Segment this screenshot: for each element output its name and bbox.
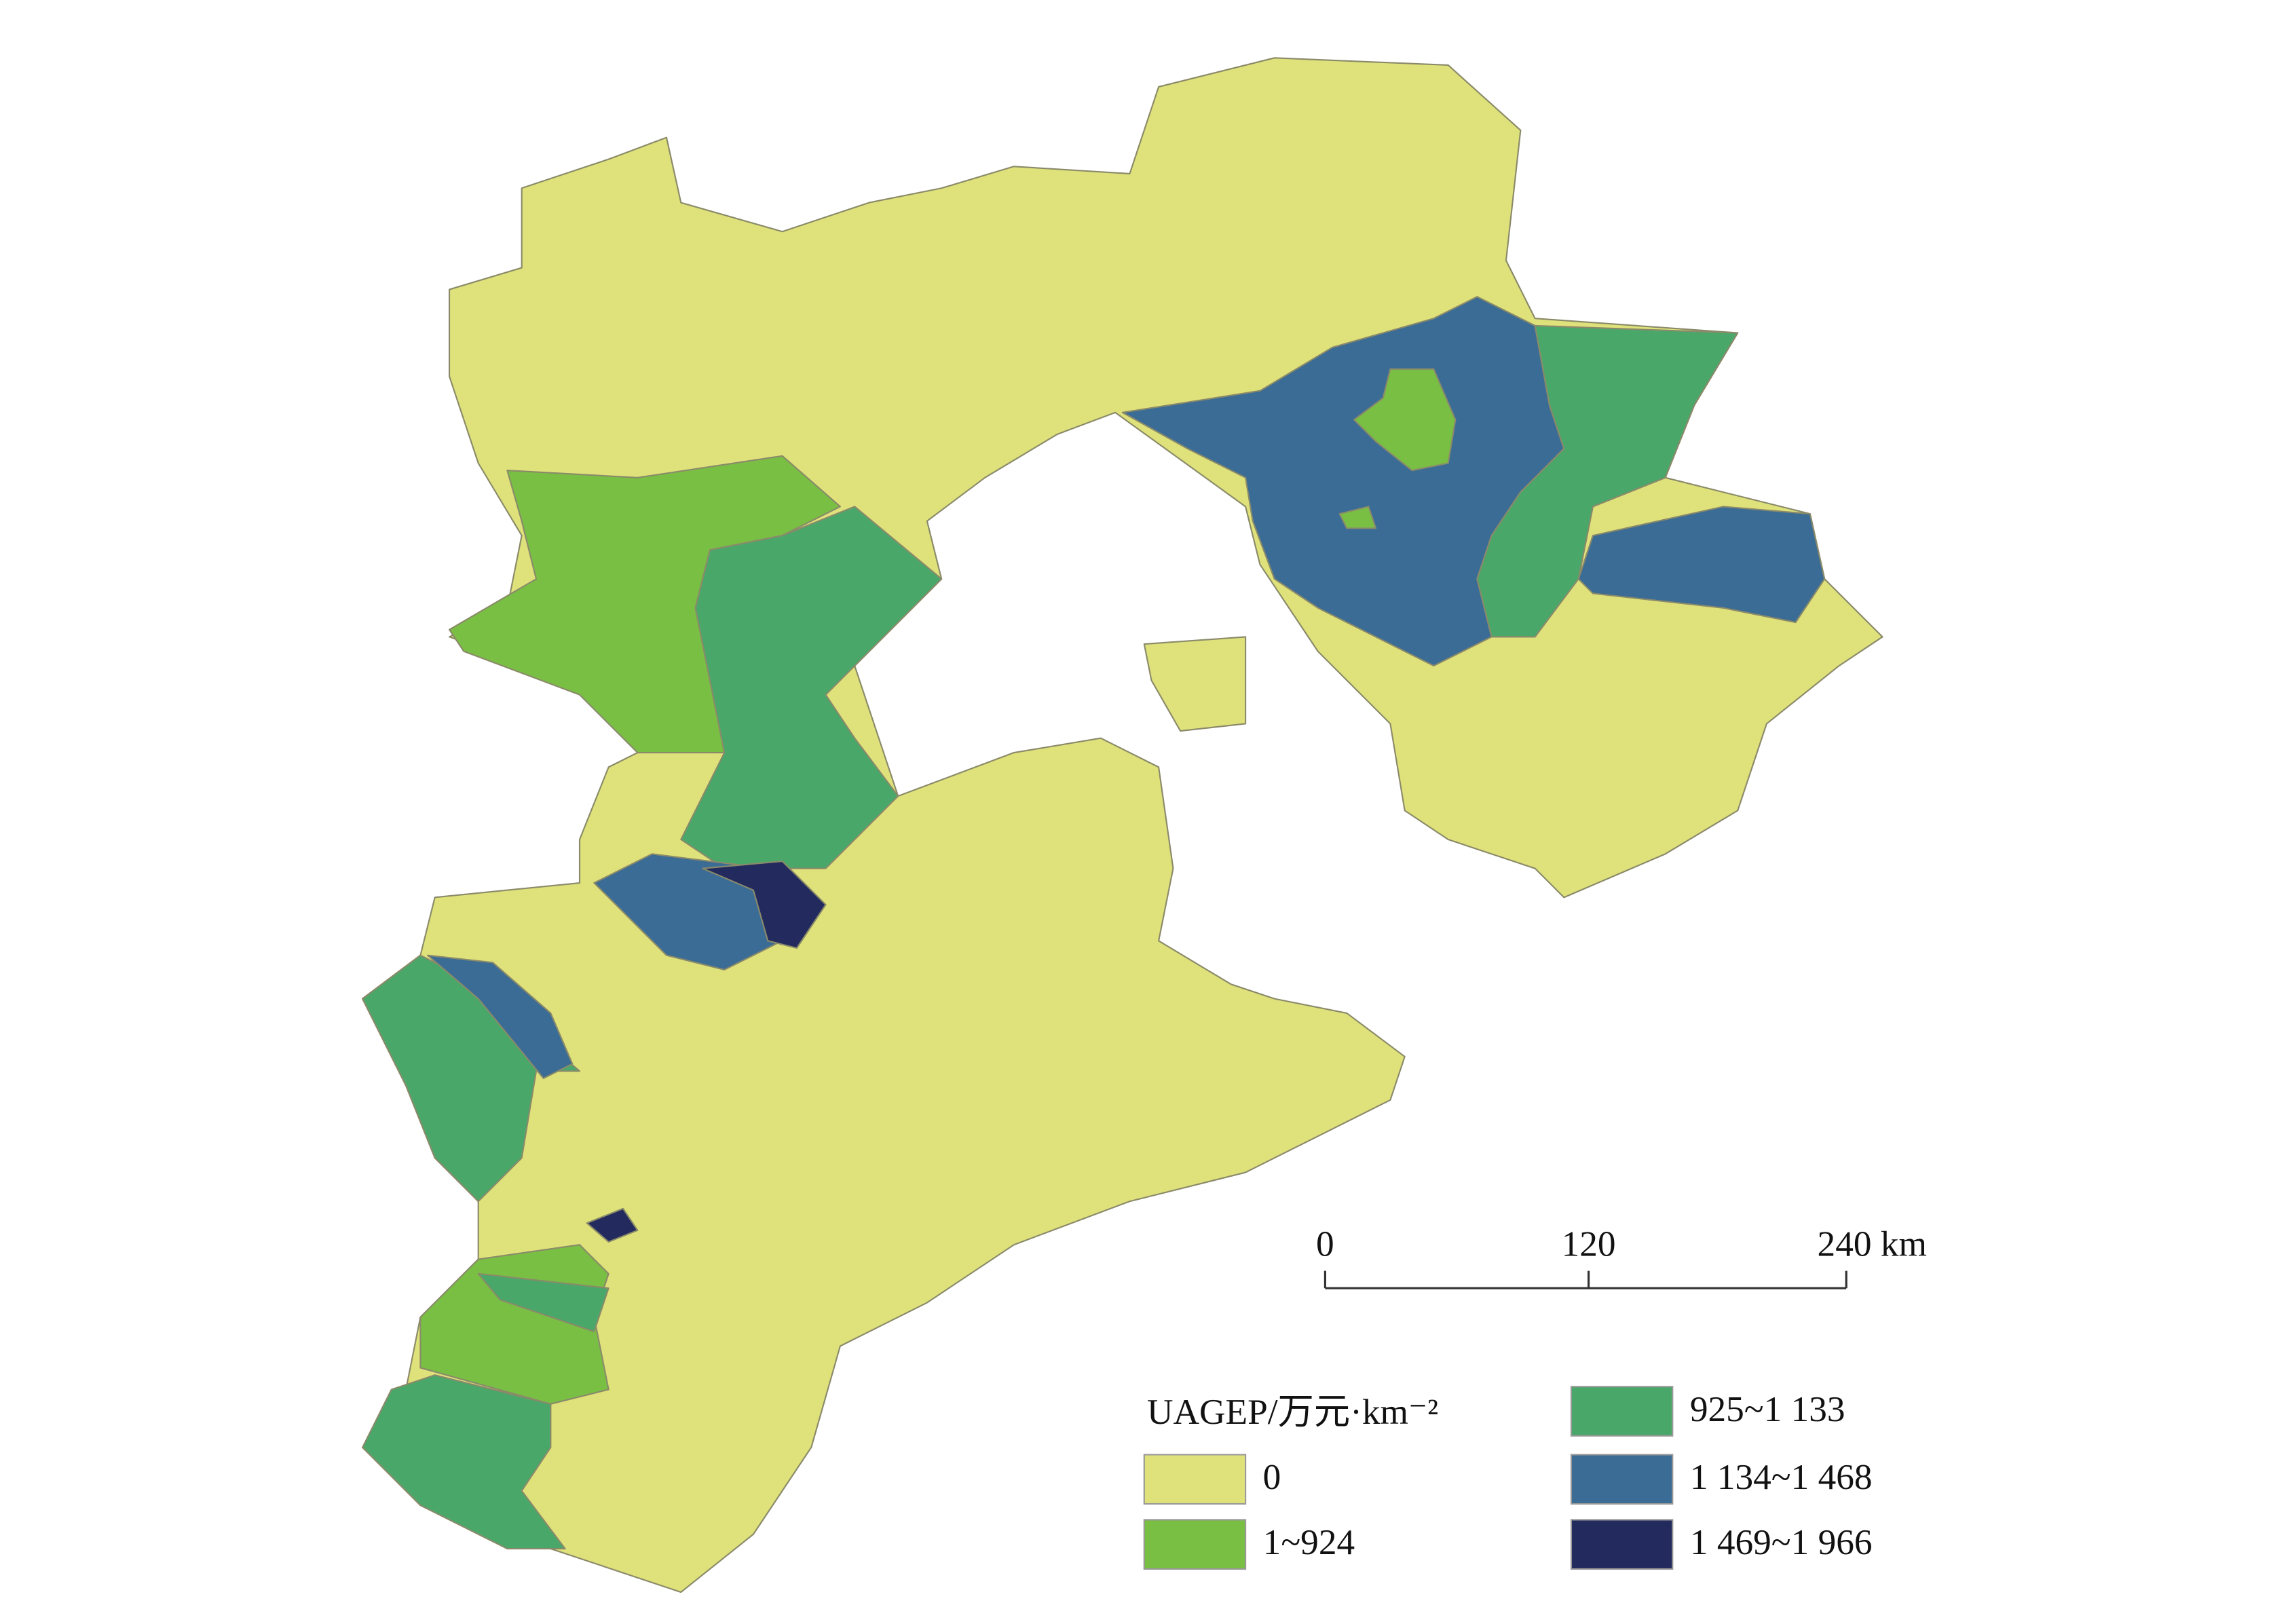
scale-label: 240 km	[1818, 1224, 1927, 1264]
region	[477, 1272, 609, 1333]
legend-label: 1 469~1 966	[1690, 1522, 1873, 1562]
region	[586, 1207, 639, 1243]
regions	[362, 57, 1883, 1593]
legend-swatch	[1570, 1519, 1674, 1570]
legend-label: 1~924	[1263, 1522, 1355, 1562]
legend-swatch	[1570, 1454, 1674, 1505]
region	[680, 506, 943, 869]
region	[426, 954, 574, 1080]
region	[1577, 506, 1826, 624]
legend-label: 1 134~1 468	[1690, 1456, 1873, 1497]
legend-swatch	[1570, 1386, 1674, 1437]
scale-bar	[1324, 1270, 1847, 1289]
region	[1476, 324, 1739, 638]
legend-label: 925~1 133	[1690, 1389, 1845, 1429]
legend-label: 0	[1263, 1456, 1281, 1497]
legend-swatch	[1143, 1454, 1247, 1505]
region	[1353, 368, 1457, 472]
region	[1338, 506, 1377, 529]
legend-swatch	[1143, 1519, 1247, 1570]
region	[362, 1374, 566, 1550]
legend-title: UAGEP/万元·km⁻²	[1147, 1391, 1438, 1432]
scale-label: 120	[1562, 1224, 1616, 1264]
region	[702, 860, 827, 949]
scale-label: 0	[1316, 1224, 1334, 1264]
region	[1143, 636, 1247, 732]
legend: 0 1~924 925~1 133 1 134~1 468 1 469~1 966	[1143, 1386, 1873, 1570]
